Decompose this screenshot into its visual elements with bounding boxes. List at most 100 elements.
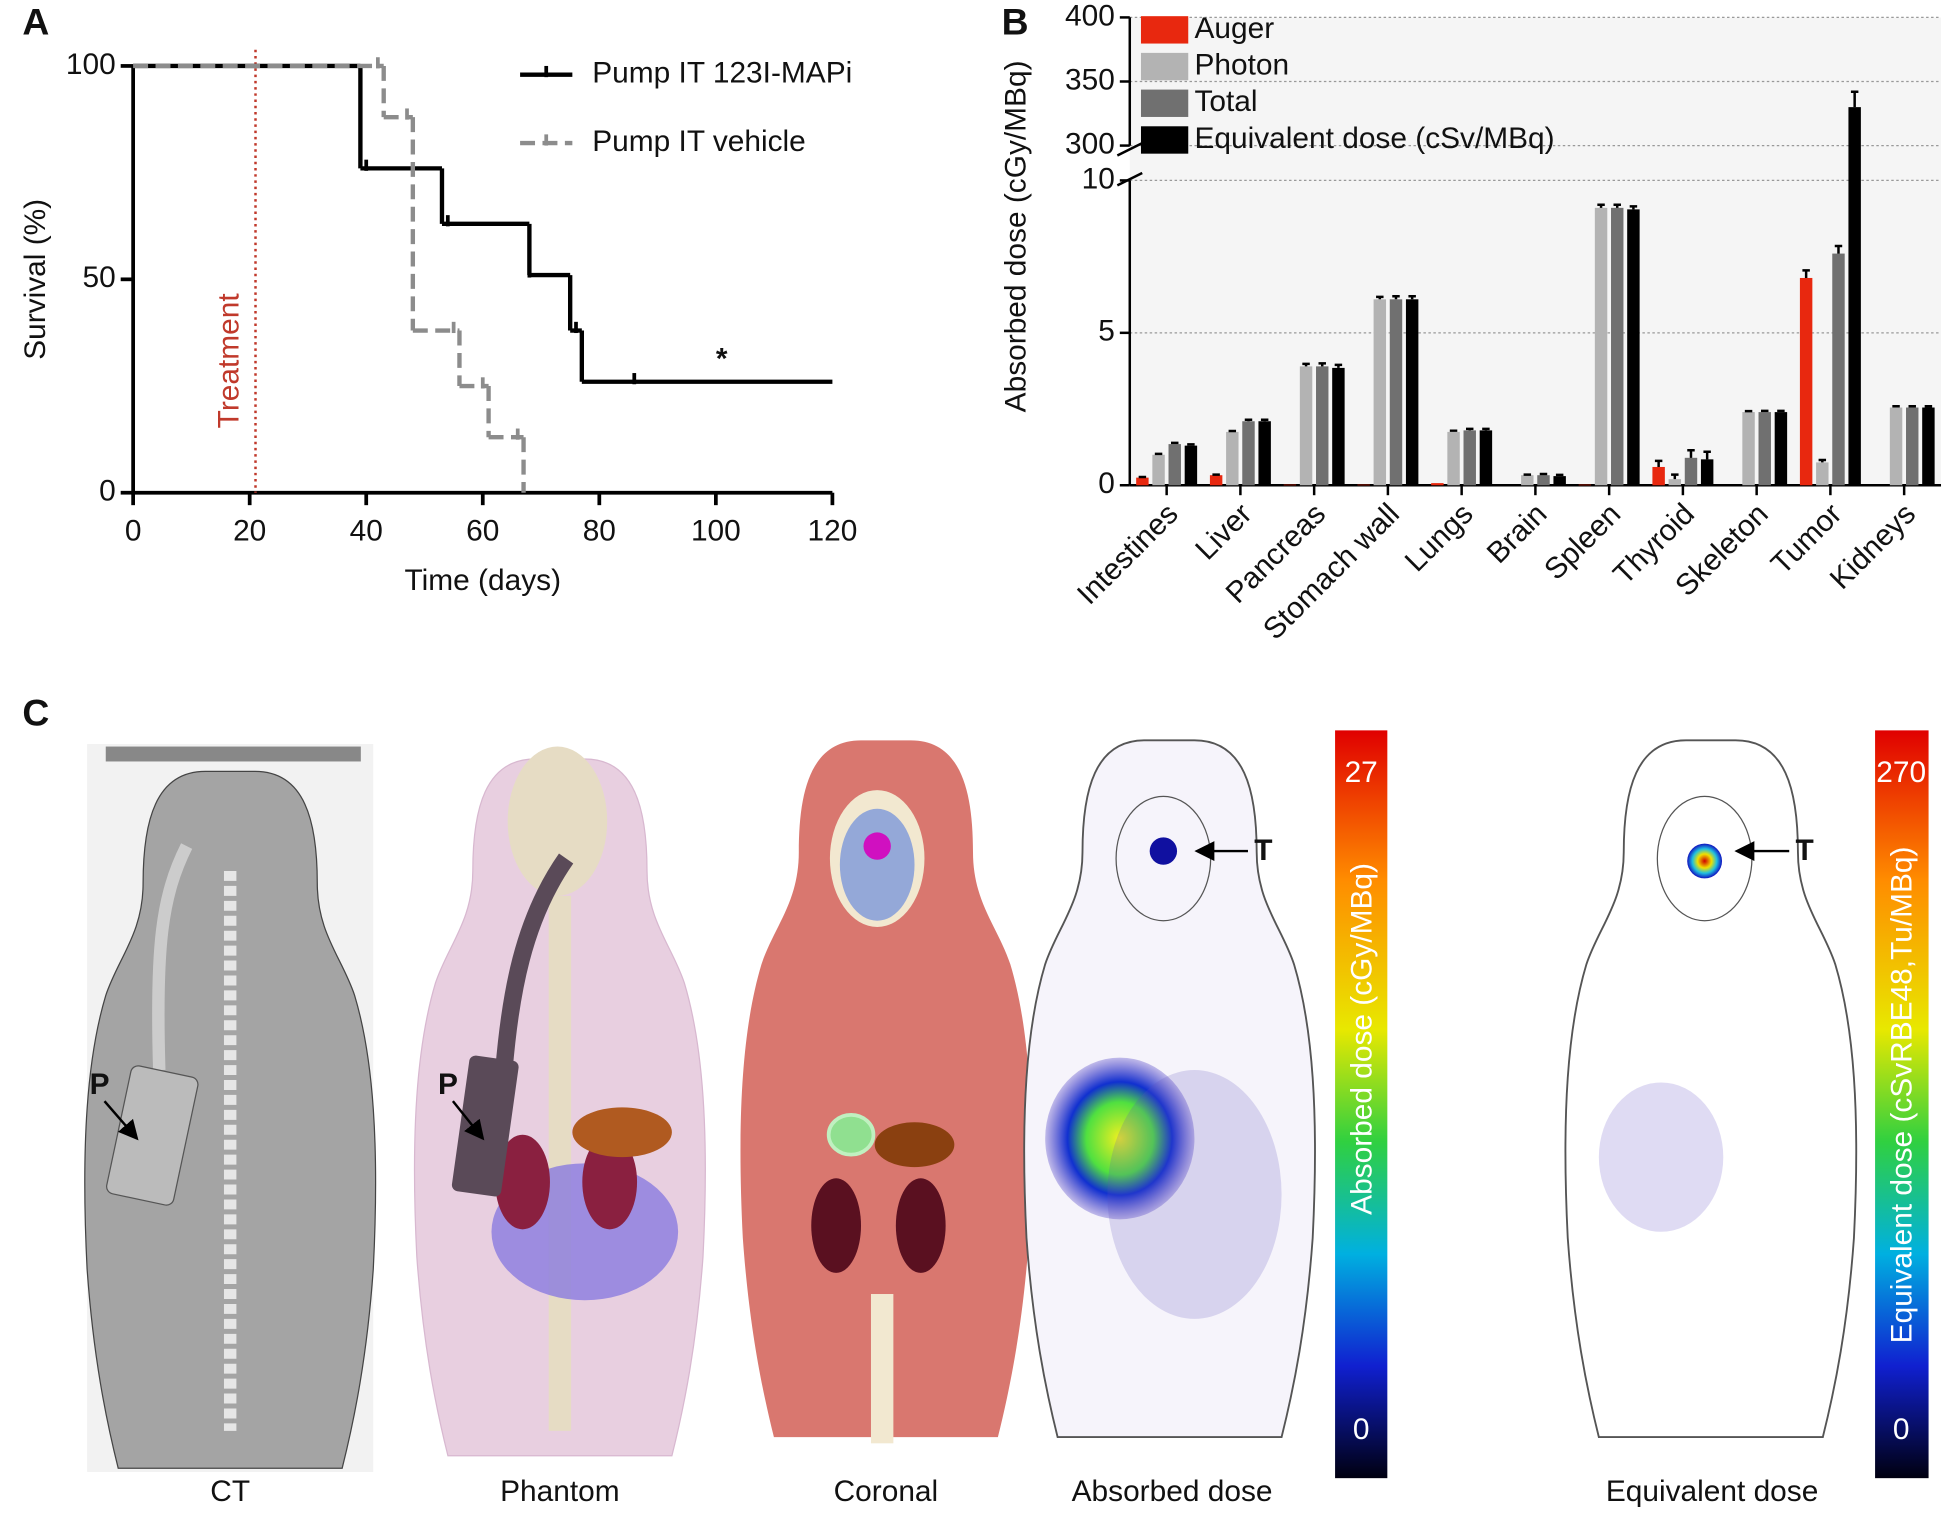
coronal-tumor [863, 832, 891, 860]
bar [1357, 484, 1370, 486]
caption: Absorbed dose [1072, 1475, 1273, 1508]
bar [1479, 430, 1493, 486]
caption: Equivalent dose [1606, 1475, 1818, 1508]
error-bar [1924, 405, 1933, 408]
caption: Phantom [500, 1475, 620, 1508]
marker: P [438, 1068, 458, 1101]
arrow [103, 1100, 139, 1141]
error-bar [1908, 405, 1916, 408]
equivalent-haze [1598, 1082, 1724, 1232]
error-bar [1482, 427, 1490, 431]
colorbar-tick: 270 [1876, 756, 1926, 789]
bar [1226, 431, 1239, 486]
legend-swatch [1140, 16, 1189, 44]
coronal-kidney [811, 1178, 862, 1273]
arrow [451, 1100, 485, 1141]
error-bar [1629, 205, 1638, 210]
bar [1242, 421, 1255, 486]
marker: T [1795, 834, 1813, 867]
colorbar [1335, 730, 1388, 1479]
x-tick-label: 0 [125, 514, 142, 547]
error-bar [1466, 427, 1474, 431]
colorbar-label: Equivalent dose (cSvRBE48,Tu/MBq) [1886, 847, 1919, 1344]
absorbed-hotspot [1045, 1057, 1195, 1220]
bar [1799, 277, 1813, 486]
error-bar [1449, 429, 1458, 432]
bar [1906, 407, 1919, 486]
y-tick-label: 5 [1098, 315, 1115, 348]
error-bar [1744, 409, 1753, 413]
bar [1848, 107, 1861, 486]
phantom-kidney [582, 1134, 638, 1230]
panel-label: C [22, 691, 49, 733]
bar [1168, 444, 1181, 486]
error-bar [1260, 418, 1269, 422]
error-bar [1654, 459, 1663, 467]
bar [1578, 484, 1592, 486]
x-axis-label: Time (days) [405, 564, 562, 597]
y-axis-label: Survival (%) [19, 199, 52, 360]
y-axis-label: Absorbed dose (cGy/MBq) [1000, 60, 1033, 412]
x-tick-label: 40 [350, 514, 383, 547]
error-bar [1138, 475, 1147, 479]
error-bar [1671, 473, 1679, 480]
bar [1537, 475, 1550, 486]
error-bar [1687, 448, 1695, 458]
error-bar [1212, 473, 1220, 476]
bar [1447, 431, 1460, 486]
ct-bed [105, 746, 361, 762]
phantom-pump [451, 1055, 519, 1197]
panel-label: B [1002, 1, 1029, 43]
bar [1652, 466, 1665, 486]
coronal-liver [874, 1122, 955, 1168]
coronal-spleen [826, 1112, 876, 1157]
bar [1258, 421, 1271, 486]
phantom-liver [572, 1107, 672, 1158]
bar [1889, 407, 1903, 486]
bar [1684, 457, 1698, 486]
error-bar [1818, 458, 1827, 463]
bar [1389, 299, 1403, 486]
equivalent-tumor [1687, 843, 1723, 879]
colorbar [1875, 730, 1929, 1479]
legend-label: Photon [1194, 48, 1289, 81]
bar [1521, 475, 1534, 486]
error-bar [1408, 295, 1416, 300]
bar [1209, 475, 1223, 486]
annotation: * [716, 342, 728, 375]
marker: T [1254, 834, 1272, 867]
legend-label: Pump IT 123I-MAPi [592, 57, 852, 90]
colorbar-label: Absorbed dose (cGy/MBq) [1346, 863, 1379, 1215]
axis-break [1116, 141, 1143, 157]
error-bar [1777, 409, 1785, 413]
error-bar [1597, 203, 1605, 208]
y-tick-label: 300 [1065, 127, 1115, 160]
error-bar [1850, 90, 1859, 108]
bar [1373, 299, 1387, 486]
bar [1332, 367, 1345, 486]
bar [1463, 430, 1476, 486]
x-tick-label: 100 [691, 514, 741, 547]
legend-label: Pump IT vehicle [592, 125, 806, 158]
error-bar [1376, 295, 1384, 300]
marker: P [90, 1068, 110, 1101]
bar [1668, 479, 1682, 486]
x-tick-label: 120 [807, 514, 857, 547]
bar [1405, 299, 1419, 486]
bar [1152, 454, 1165, 486]
y-tick-label: 0 [1098, 467, 1115, 500]
bar [1627, 209, 1640, 486]
absorbed-haze [1107, 1070, 1282, 1319]
y-tick-label: 10 [1082, 162, 1115, 195]
error-bar [1228, 429, 1237, 433]
bar [1611, 207, 1624, 486]
colorbar-tick: 27 [1345, 756, 1378, 789]
error-bar [1392, 295, 1400, 300]
error-bar [1187, 443, 1195, 446]
error-bar [1802, 269, 1810, 278]
error-bar [1555, 473, 1564, 477]
error-bar [1613, 203, 1621, 208]
panel-label: A [22, 1, 49, 43]
